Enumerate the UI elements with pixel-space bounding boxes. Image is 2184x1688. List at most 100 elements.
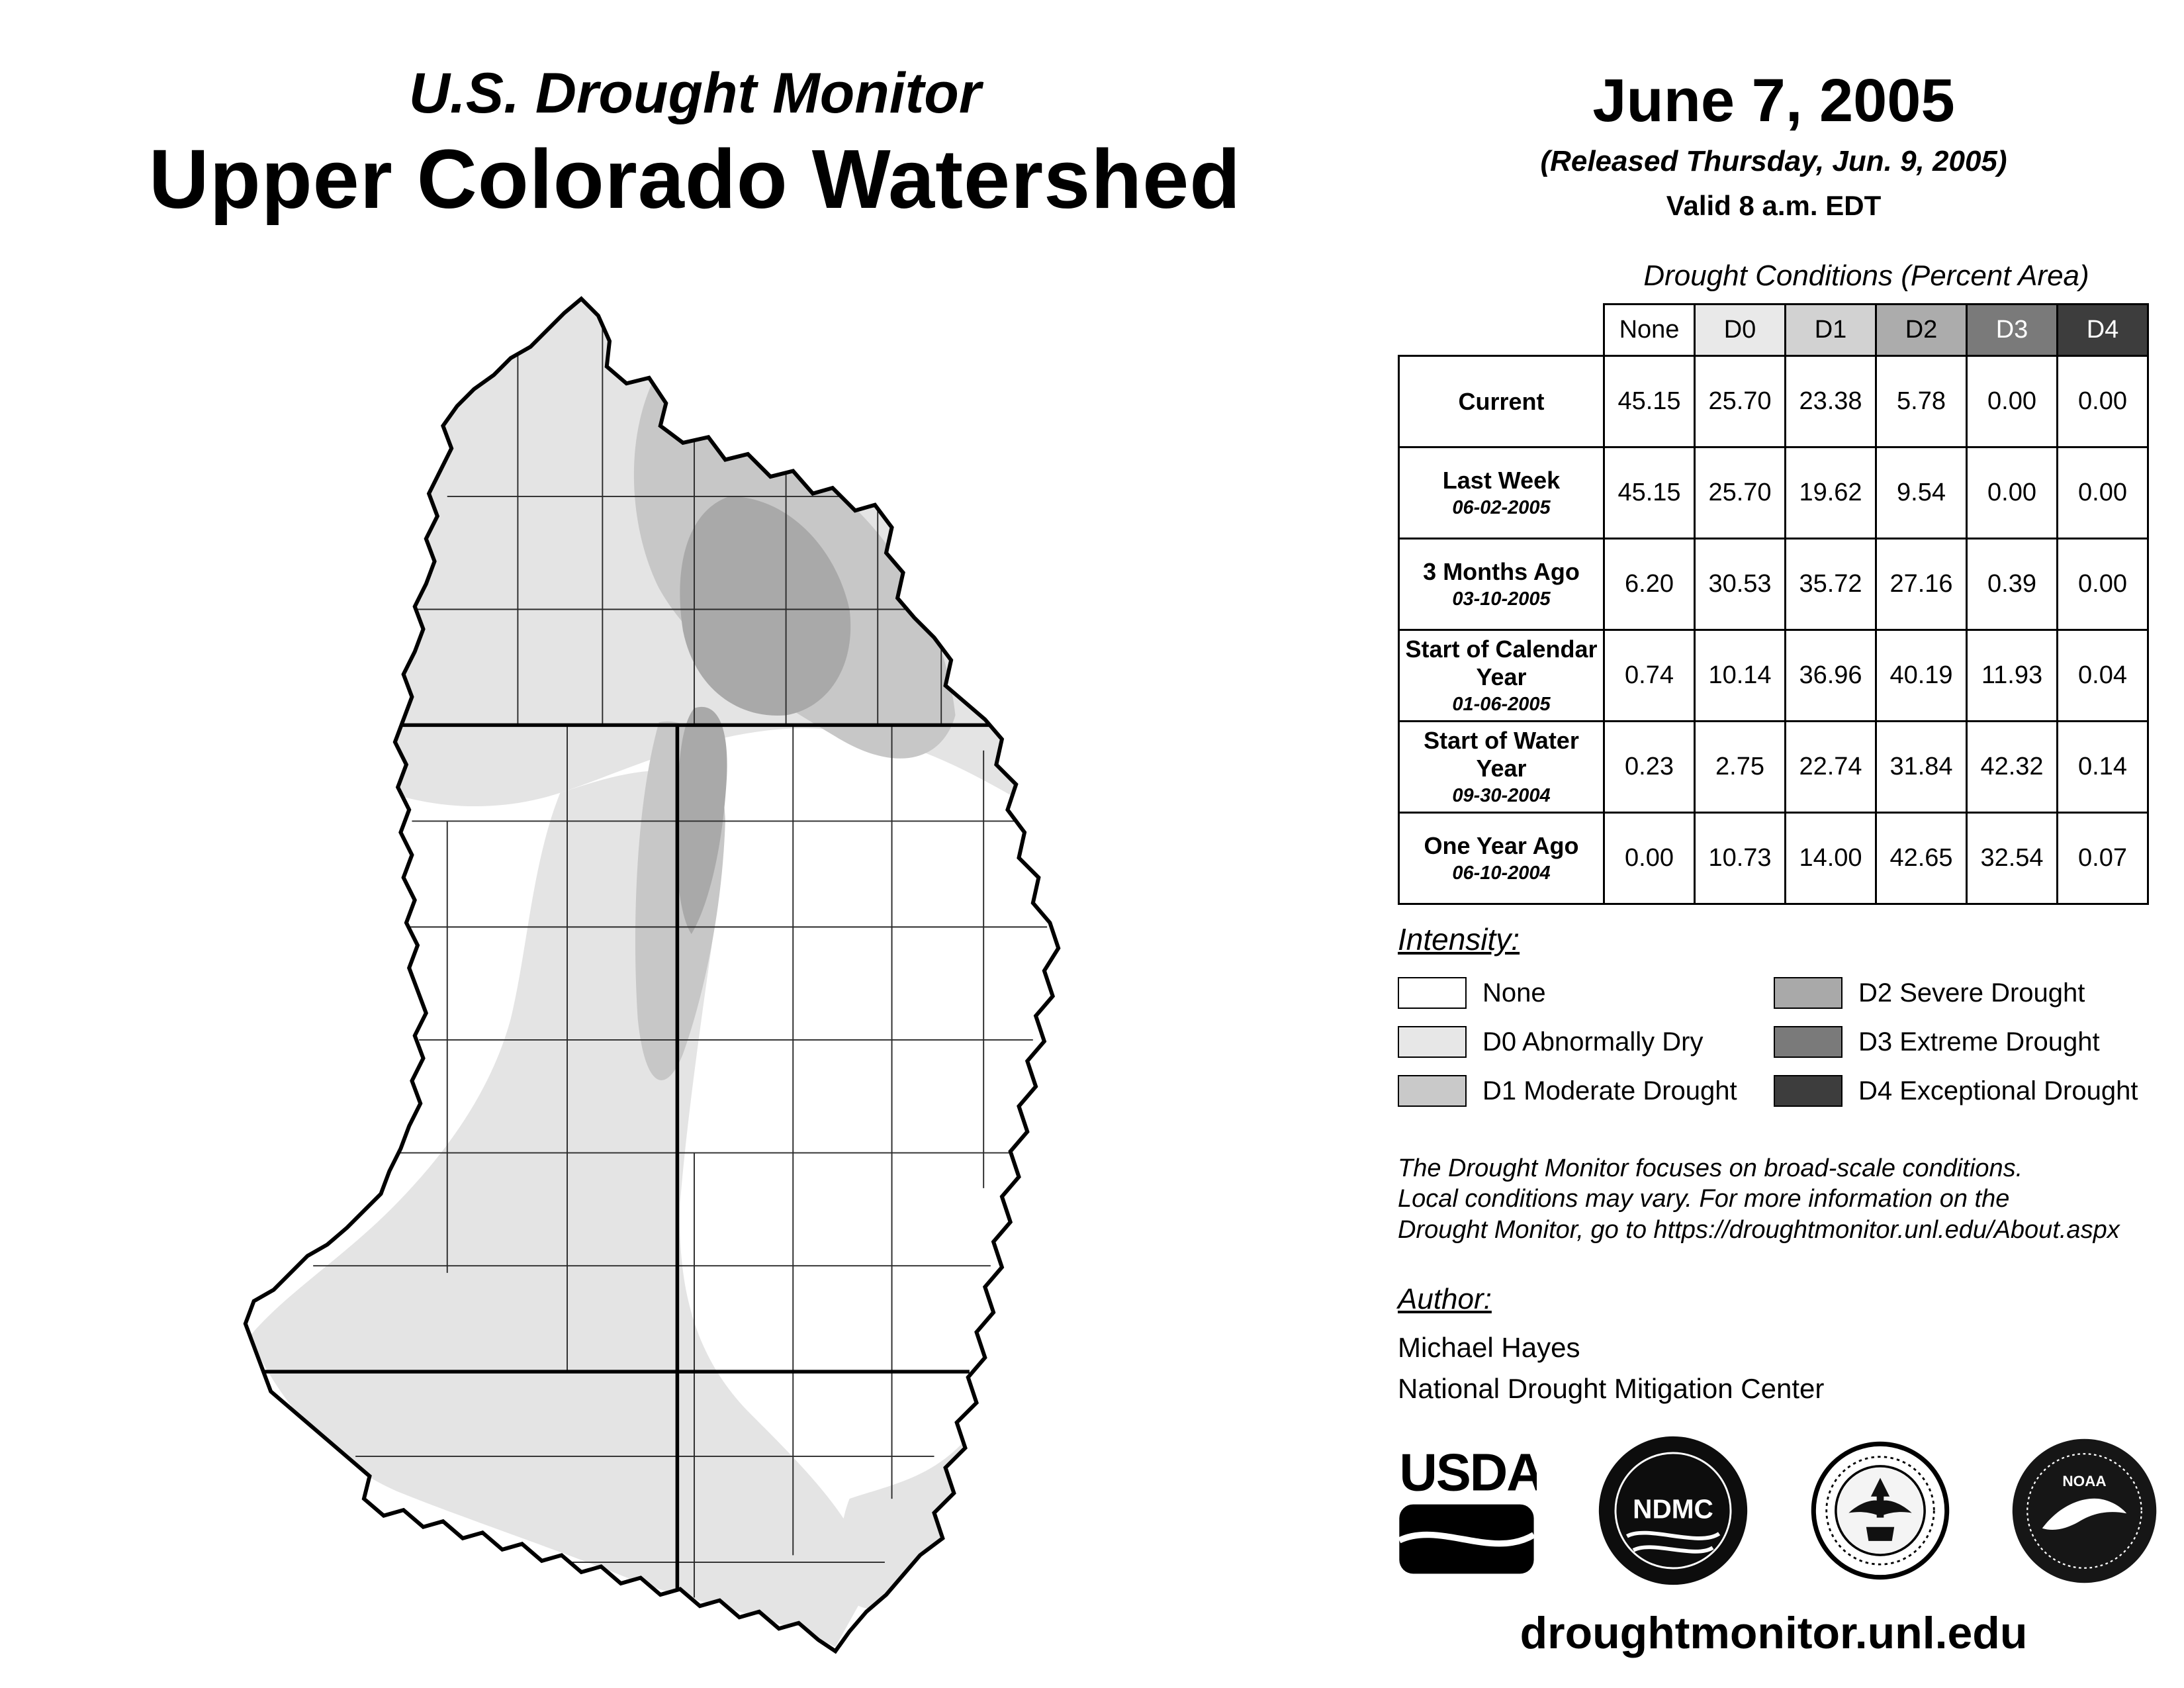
drought-area-d2-core [680, 496, 851, 716]
drought-area-d0-southeast [841, 1435, 979, 1609]
row-sublabel: 01-06-2005 [1452, 694, 1551, 715]
legend-item-d3: D3 Extreme Drought [1774, 1026, 2138, 1058]
table-row-last-week: Last Week 06-02-2005 45.15 25.70 19.62 9… [1398, 446, 2149, 539]
intensity-legend: Intensity: None D0 Abnormally Dry D1 Mod… [1398, 921, 2165, 1107]
row-sublabel: 03-10-2005 [1452, 588, 1551, 610]
disclaimer-line: Drought Monitor, go to https://droughtmo… [1398, 1215, 2120, 1244]
noaa-logo: NOAA [2012, 1438, 2157, 1583]
cell-value: 0.39 [1966, 538, 2058, 631]
column-header-none: None [1603, 303, 1696, 357]
cell-value: 11.93 [1966, 629, 2058, 722]
cell-value: 32.54 [1966, 812, 2058, 905]
ndmc-logo: NDMC [1599, 1436, 1748, 1585]
cell-value: 0.23 [1603, 720, 1696, 814]
column-header-d0: D0 [1694, 303, 1786, 357]
row-sublabel: 06-10-2004 [1452, 863, 1551, 884]
noaa-logo-text: NOAA [2062, 1473, 2106, 1489]
legend-swatch-d0 [1398, 1026, 1467, 1058]
column-header-d1: D1 [1784, 303, 1877, 357]
cell-value: 9.54 [1875, 446, 1968, 539]
drought-conditions-table: None D0 D1 D2 D3 D4 Current 45.15 25.70 … [1398, 303, 2149, 905]
cell-value: 2.75 [1694, 720, 1786, 814]
cell-value: 0.07 [2056, 812, 2149, 905]
author-org: National Drought Mitigation Center [1398, 1373, 1825, 1404]
program-title: U.S. Drought Monitor [408, 62, 981, 125]
row-label: Current [1458, 387, 1545, 415]
table-header-row: None D0 D1 D2 D3 D4 [1399, 303, 2149, 357]
cell-value: 0.00 [1966, 355, 2058, 448]
legend-label: D1 Moderate Drought [1482, 1076, 1737, 1105]
legend-swatch-none [1398, 977, 1467, 1009]
row-sublabel: 09-30-2004 [1452, 785, 1551, 806]
legend-swatch-d2 [1774, 977, 1843, 1009]
table-corner-cell [1399, 305, 1604, 356]
cell-value: 25.70 [1694, 355, 1786, 448]
legend-label: D3 Extreme Drought [1858, 1027, 2100, 1056]
cell-value: 45.15 [1603, 355, 1696, 448]
legend-item-none: None [1398, 977, 1774, 1009]
cell-value: 0.00 [2056, 355, 2149, 448]
cell-value: 22.74 [1784, 720, 1877, 814]
author-block: Author: Michael Hayes National Drought M… [1398, 1283, 1824, 1405]
cell-value: 0.00 [1966, 446, 2058, 539]
watershed-outline [243, 296, 1061, 1654]
legend-label: D4 Exceptional Drought [1858, 1076, 2138, 1105]
cell-value: 36.96 [1784, 629, 1877, 722]
row-sublabel: 06-02-2005 [1452, 497, 1551, 518]
author-title: Author: [1398, 1283, 1492, 1315]
legend-item-d4: D4 Exceptional Drought [1774, 1075, 2138, 1107]
cell-value: 30.53 [1694, 538, 1786, 631]
cell-value: 6.20 [1603, 538, 1696, 631]
table-row-3-months-ago: 3 Months Ago 03-10-2005 6.20 30.53 35.72… [1398, 538, 2149, 631]
column-header-d4: D4 [2056, 303, 2149, 357]
cell-value: 42.32 [1966, 720, 2058, 814]
column-header-d2: D2 [1875, 303, 1968, 357]
row-label: One Year Ago [1424, 832, 1579, 859]
disclaimer-line: The Drought Monitor focuses on broad-sca… [1398, 1154, 2023, 1182]
county-boundaries [313, 305, 1054, 1598]
table-row-one-year-ago: One Year Ago 06-10-2004 0.00 10.73 14.00… [1398, 812, 2149, 905]
date-block: June 7, 2005 (Released Thursday, Jun. 9,… [1396, 66, 2151, 222]
cell-value: 0.00 [1603, 812, 1696, 905]
row-label: 3 Months Ago [1423, 558, 1580, 585]
cell-value: 25.70 [1694, 446, 1786, 539]
cell-value: 0.14 [2056, 720, 2149, 814]
cell-value: 23.38 [1784, 355, 1877, 448]
cell-value: 5.78 [1875, 355, 1968, 448]
cell-value: 10.73 [1694, 812, 1786, 905]
legend-item-d0: D0 Abnormally Dry [1398, 1026, 1774, 1058]
table-title: Drought Conditions (Percent Area) [1643, 259, 2089, 292]
cell-value: 19.62 [1784, 446, 1877, 539]
legend-swatch-d4 [1774, 1075, 1843, 1107]
commerce-seal-icon [1811, 1441, 1949, 1580]
table-row-start-calendar-year: Start of Calendar Year 01-06-2005 0.74 1… [1398, 629, 2149, 722]
watershed-map-svg [243, 296, 1061, 1654]
released-date: (Released Thursday, Jun. 9, 2005) [1540, 145, 2007, 177]
cell-value: 14.00 [1784, 812, 1877, 905]
usda-logo: USDA [1398, 1443, 1537, 1574]
row-label: Start of Calendar Year [1405, 635, 1598, 690]
footer-url: droughtmonitor.unl.edu [1520, 1608, 2028, 1658]
cell-value: 0.00 [2056, 538, 2149, 631]
legend-item-d1: D1 Moderate Drought [1398, 1075, 1774, 1107]
cell-value: 40.19 [1875, 629, 1968, 722]
map-date: June 7, 2005 [1592, 67, 1955, 134]
cell-value: 35.72 [1784, 538, 1877, 631]
legend-swatch-d3 [1774, 1026, 1843, 1058]
page-title: Upper Colorado Watershed [148, 132, 1242, 226]
table-row-start-water-year: Start of Water Year 09-30-2004 0.23 2.75… [1398, 720, 2149, 814]
row-label: Start of Water Year [1424, 727, 1579, 782]
cell-value: 31.84 [1875, 720, 1968, 814]
cell-value: 27.16 [1875, 538, 1968, 631]
legend-label: D0 Abnormally Dry [1482, 1027, 1704, 1056]
cell-value: 10.14 [1694, 629, 1786, 722]
drought-area-d2-tongue [676, 706, 727, 935]
cell-value: 0.00 [2056, 446, 2149, 539]
watershed-map [218, 285, 1085, 1668]
legend-item-d2: D2 Severe Drought [1774, 977, 2138, 1009]
logo-row: USDA NDMC NOAA [1398, 1431, 2159, 1590]
disclaimer: The Drought Monitor focuses on broad-sca… [1398, 1153, 2120, 1245]
legend-label: None [1482, 978, 1546, 1008]
ndmc-logo-text: NDMC [1633, 1494, 1713, 1524]
table-row-current: Current 45.15 25.70 23.38 5.78 0.00 0.00 [1398, 355, 2149, 448]
